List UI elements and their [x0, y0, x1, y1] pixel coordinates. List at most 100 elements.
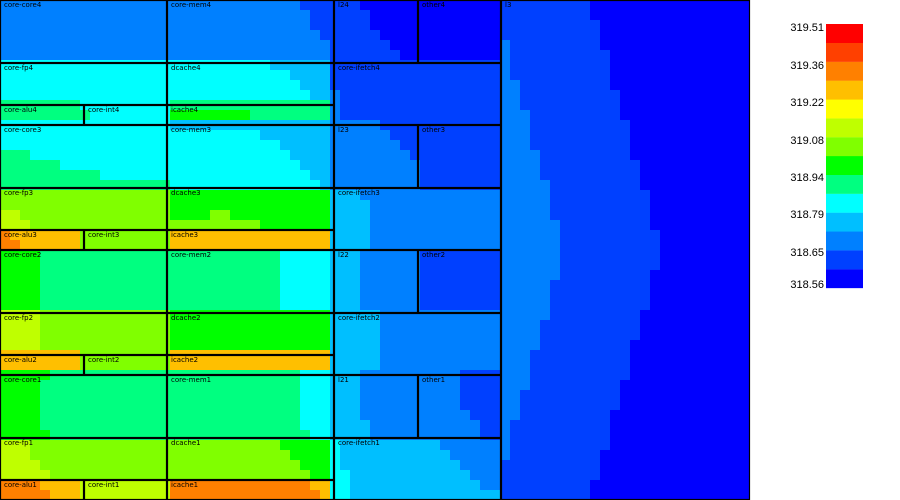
heat-cell-82 — [70, 10, 80, 20]
heat-cell-2294 — [440, 300, 450, 310]
heat-cell-1606 — [310, 210, 320, 220]
heat-cell-953 — [530, 120, 540, 130]
heat-cell-1211 — [110, 160, 120, 170]
block-core-int2: core-int2 — [83, 354, 168, 376]
heat-cell-2704 — [40, 360, 50, 370]
heat-cell-1270 — [700, 160, 710, 170]
heat-cell-1011 — [360, 130, 370, 140]
heat-cell-2574 — [240, 340, 250, 350]
heat-cell-346 — [460, 40, 470, 50]
heat-cell-3434 — [590, 450, 600, 460]
heat-cell-500 — [500, 60, 510, 70]
heat-cell-2622 — [720, 340, 730, 350]
heat-cell-2562 — [120, 340, 130, 350]
heat-cell-1901 — [260, 250, 270, 260]
heat-cell-1244 — [440, 160, 450, 170]
heat-cell-2054 — [290, 270, 300, 280]
heat-cell-2972 — [470, 390, 480, 400]
heat-cell-69 — [690, 0, 700, 10]
heat-cell-3202 — [520, 420, 530, 430]
block-l21: l21 — [333, 374, 419, 439]
heat-cell-1851 — [510, 240, 520, 250]
heat-cell-2389 — [640, 310, 650, 320]
heat-cell-2122 — [220, 280, 230, 290]
heat-cell-2699 — [740, 350, 750, 360]
heat-cell-351 — [510, 40, 520, 50]
heat-cell-1677 — [270, 220, 280, 230]
heat-cell-3382 — [70, 450, 80, 460]
heat-cell-3166 — [160, 420, 170, 430]
heat-cell-1007 — [320, 130, 330, 140]
heat-cell-2033 — [80, 270, 90, 280]
heat-cell-3269 — [440, 430, 450, 440]
heat-cell-3062 — [620, 400, 630, 410]
heat-cell-3557 — [320, 470, 330, 480]
heat-cell-2053 — [280, 270, 290, 280]
heat-cell-1732 — [70, 230, 80, 240]
heat-cell-2526 — [510, 330, 520, 340]
heat-cell-1298 — [230, 170, 240, 180]
heat-cell-2146 — [460, 280, 470, 290]
heat-cell-2752 — [520, 360, 530, 370]
heat-cell-585 — [600, 70, 610, 80]
heat-cell-237 — [120, 30, 130, 40]
heat-cell-2938 — [130, 390, 140, 400]
heat-cell-1118 — [680, 140, 690, 150]
heat-cell-473 — [230, 60, 240, 70]
heat-cell-2473 — [730, 320, 740, 330]
heat-cell-2044 — [190, 270, 200, 280]
heat-cell-2910 — [600, 380, 610, 390]
heat-cell-3739 — [640, 490, 650, 500]
heat-cell-117 — [420, 10, 430, 20]
heat-cell-702 — [270, 90, 280, 100]
heat-cell-1965 — [150, 260, 160, 270]
heat-cell-77 — [20, 10, 30, 20]
heat-cell-235 — [100, 30, 110, 40]
heat-cell-573 — [480, 70, 490, 80]
heat-cell-359 — [590, 40, 600, 50]
heat-cell-2131 — [310, 280, 320, 290]
heat-cell-3437 — [620, 450, 630, 460]
heat-cell-2481 — [60, 330, 70, 340]
heat-cell-1050 — [0, 140, 10, 150]
heat-cell-3218 — [680, 420, 690, 430]
heat-cell-1832 — [320, 240, 330, 250]
heat-cell-654 — [540, 80, 550, 90]
heat-cell-3422 — [470, 450, 480, 460]
heat-cell-51 — [510, 0, 520, 10]
heat-cell-816 — [660, 100, 670, 110]
heat-cell-2127 — [270, 280, 280, 290]
heat-cell-1813 — [130, 240, 140, 250]
heat-cell-3533 — [80, 470, 90, 480]
heat-cell-3362 — [620, 440, 630, 450]
heat-cell-199 — [490, 20, 500, 30]
heat-cell-3411 — [360, 450, 370, 460]
heat-cell-2845 — [700, 370, 710, 380]
heat-cell-2995 — [700, 390, 710, 400]
heat-cell-1196 — [710, 150, 720, 160]
heat-cell-3595 — [700, 470, 710, 480]
heat-cell-65 — [650, 0, 660, 10]
heat-cell-2318 — [680, 300, 690, 310]
heat-cell-393 — [180, 50, 190, 60]
heat-cell-402 — [270, 50, 280, 60]
heat-cell-3143 — [680, 410, 690, 420]
heat-cell-1632 — [570, 210, 580, 220]
heat-cell-1570 — [700, 200, 710, 210]
heat-cell-1486 — [610, 190, 620, 200]
heat-cell-1102 — [520, 140, 530, 150]
heat-cell-34 — [340, 0, 350, 10]
heat-cell-1499 — [740, 190, 750, 200]
heat-cell-2269 — [190, 300, 200, 310]
heat-cell-93 — [180, 10, 190, 20]
heat-cell-3456 — [60, 460, 70, 470]
heat-cell-3589 — [640, 470, 650, 480]
heat-cell-877 — [520, 110, 530, 120]
heat-cell-2955 — [300, 390, 310, 400]
heat-cell-1609 — [340, 210, 350, 220]
heat-cell-294 — [690, 30, 700, 40]
heat-cell-2505 — [300, 330, 310, 340]
heat-cell-2045 — [200, 270, 210, 280]
heat-cell-1715 — [650, 220, 660, 230]
heat-cell-1956 — [60, 260, 70, 270]
